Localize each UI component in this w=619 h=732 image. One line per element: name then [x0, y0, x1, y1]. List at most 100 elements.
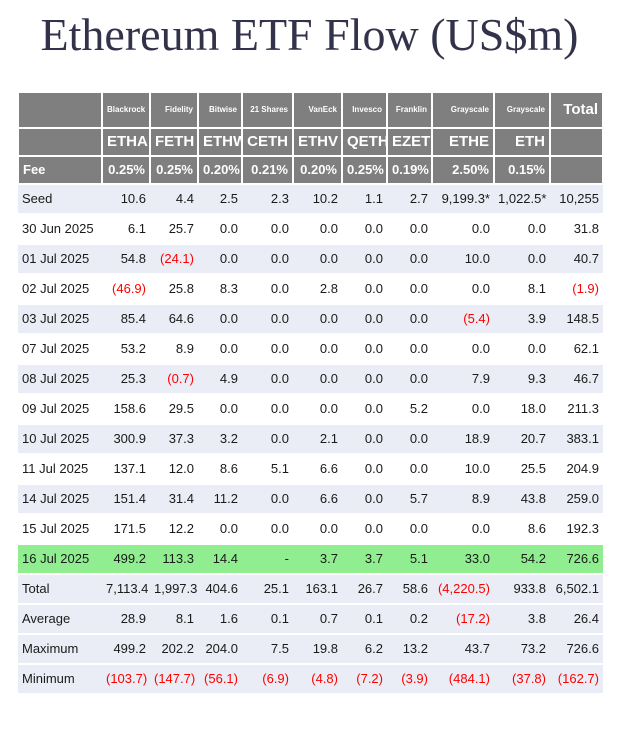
value-cell: 300.9 — [102, 423, 150, 455]
value-cell: 0.0 — [242, 243, 293, 275]
value-cell: 499.2 — [102, 633, 150, 665]
table-row: Minimum (103.7) (147.7) (56.1) (6.9) (4.8) (7.… — [18, 663, 603, 695]
table-row: 14 Jul 2025 151.4 31.4 11.2 0.0 6.6 0.0 5.7 8.9 4… — [18, 483, 603, 515]
value-cell: 0.0 — [494, 213, 550, 245]
corner-cell — [17, 90, 103, 129]
value-cell: 0.1 — [342, 603, 387, 635]
value-cell: 0.0 — [494, 243, 550, 275]
value-cell: 0.0 — [387, 213, 432, 245]
value-cell: 2.1 — [293, 423, 342, 455]
value-cell: 404.6 — [198, 573, 242, 605]
value-cell: 158.6 — [102, 393, 150, 425]
value-cell: 18.0 — [494, 393, 550, 425]
value-cell: (37.8) — [494, 663, 550, 695]
value-cell: 4.4 — [150, 183, 198, 215]
value-cell: 204.9 — [550, 453, 603, 485]
value-cell: 26.4 — [550, 603, 603, 635]
value-cell: (4,220.5) — [432, 573, 494, 605]
value-cell: 28.9 — [102, 603, 150, 635]
value-cell: 1.1 — [342, 183, 387, 215]
value-cell: 1,022.5* — [494, 183, 550, 215]
value-cell: 0.0 — [293, 213, 342, 245]
issuer-header: 21 Shares — [241, 90, 294, 129]
value-cell: (147.7) — [150, 663, 198, 695]
value-cell: 26.7 — [342, 573, 387, 605]
value-cell: 0.0 — [198, 213, 242, 245]
value-cell: 33.0 — [432, 543, 494, 575]
table-row: 09 Jul 2025 158.6 29.5 0.0 0.0 0.0 0.0 5.2 0.0 18… — [18, 393, 603, 425]
value-cell: 0.0 — [387, 363, 432, 395]
value-cell: 11.2 — [198, 483, 242, 515]
value-cell: 0.0 — [293, 393, 342, 425]
value-cell: (7.2) — [342, 663, 387, 695]
value-cell: 0.0 — [342, 303, 387, 335]
value-cell: 3.9 — [494, 303, 550, 335]
summary-row-label: Minimum — [18, 663, 102, 695]
issuer-header: Invesco — [341, 90, 388, 129]
ticker-header: EZET — [386, 126, 433, 157]
issuer-header: Grayscale — [493, 90, 551, 129]
value-cell: 148.5 — [550, 303, 603, 335]
table-row: 15 Jul 2025 171.5 12.2 0.0 0.0 0.0 0.0 0.0 0.0 8.… — [18, 513, 603, 545]
total-column-header: Total — [549, 90, 604, 129]
value-cell: (484.1) — [432, 663, 494, 695]
value-cell: 54.8 — [102, 243, 150, 275]
value-cell: 0.0 — [387, 303, 432, 335]
summary-row-label: Total — [18, 573, 102, 605]
value-cell: 0.0 — [293, 303, 342, 335]
row-label: Seed — [18, 183, 102, 215]
value-cell: 73.2 — [494, 633, 550, 665]
value-cell: (17.2) — [432, 603, 494, 635]
value-cell: 0.0 — [342, 423, 387, 455]
value-cell: 0.0 — [387, 513, 432, 545]
value-cell: 5.1 — [387, 543, 432, 575]
ticker-header: QETH — [341, 126, 388, 157]
value-cell: 0.0 — [342, 243, 387, 275]
fee-value: 0.19% — [386, 154, 433, 185]
value-cell: 43.8 — [494, 483, 550, 515]
value-cell: 726.6 — [550, 543, 603, 575]
table-row: Average 28.9 8.1 1.6 0.1 0.7 0.1 0.2 (17.2) 3.8 26… — [18, 603, 603, 635]
value-cell: 12.2 — [150, 513, 198, 545]
row-label: 10 Jul 2025 — [18, 423, 102, 455]
value-cell: 0.0 — [198, 333, 242, 365]
value-cell: 18.9 — [432, 423, 494, 455]
issuer-header: Grayscale — [431, 90, 495, 129]
ticker-header: ETHA — [101, 126, 151, 157]
value-cell: 7.9 — [432, 363, 494, 395]
value-cell: 0.0 — [242, 303, 293, 335]
value-cell: 37.3 — [150, 423, 198, 455]
value-cell: (24.1) — [150, 243, 198, 275]
value-cell: 8.9 — [432, 483, 494, 515]
value-cell: 25.5 — [494, 453, 550, 485]
table-body: Seed 10.6 4.4 2.5 2.3 10.2 1.1 2.7 9,199.3* 1,022… — [18, 183, 603, 695]
value-cell: 40.7 — [550, 243, 603, 275]
summary-row-label: Maximum — [18, 633, 102, 665]
value-cell: 0.0 — [387, 273, 432, 305]
value-cell: 211.3 — [550, 393, 603, 425]
value-cell: 8.1 — [494, 273, 550, 305]
value-cell: (46.9) — [102, 273, 150, 305]
value-cell: 0.0 — [198, 393, 242, 425]
table-row: 02 Jul 2025 (46.9) 25.8 8.3 0.0 2.8 0.0 0.0 0.0 8… — [18, 273, 603, 305]
value-cell: 3.7 — [342, 543, 387, 575]
issuer-header: Blackrock — [101, 90, 151, 129]
value-cell: 0.0 — [242, 393, 293, 425]
value-cell: 14.4 — [198, 543, 242, 575]
value-cell: 2.3 — [242, 183, 293, 215]
value-cell: 0.1 — [242, 603, 293, 635]
ticker-header: FETH — [149, 126, 199, 157]
value-cell: 0.0 — [342, 393, 387, 425]
value-cell: 25.8 — [150, 273, 198, 305]
ticker-header: ETHE — [431, 126, 495, 157]
value-cell: 0.0 — [432, 273, 494, 305]
row-label: 30 Jun 2025 — [18, 213, 102, 245]
etf-flow-table: Blackrock Fidelity Bitwise 21 Shares VanEck I… — [17, 90, 604, 695]
row-label: 15 Jul 2025 — [18, 513, 102, 545]
value-cell: 0.0 — [342, 213, 387, 245]
value-cell: 29.5 — [150, 393, 198, 425]
value-cell: 0.0 — [342, 273, 387, 305]
value-cell: 204.0 — [198, 633, 242, 665]
value-cell: 0.0 — [342, 513, 387, 545]
value-cell: 0.0 — [198, 303, 242, 335]
